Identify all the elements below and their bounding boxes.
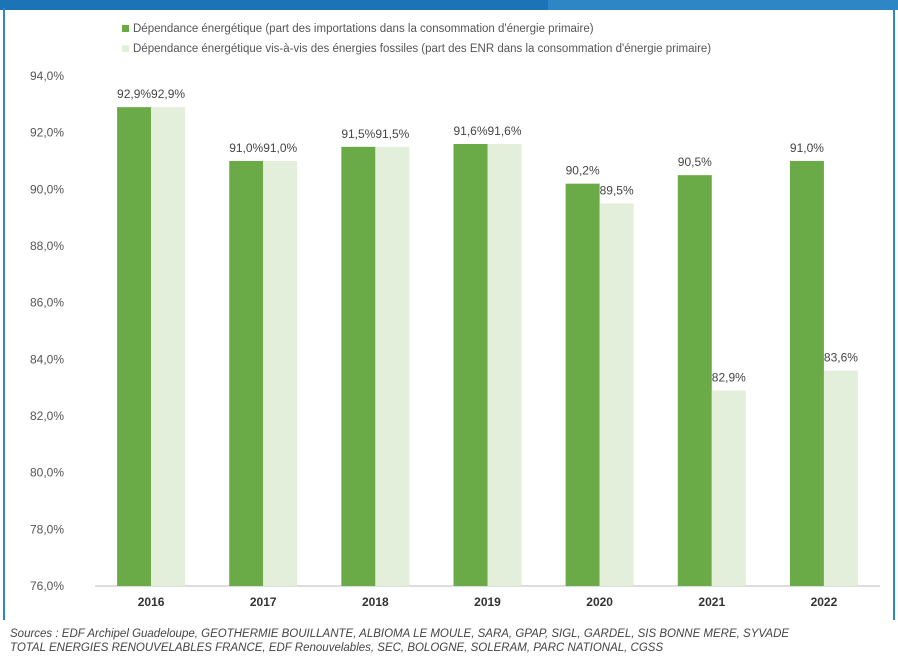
x-tick-label: 2016 (138, 595, 165, 609)
bar-series-2 (263, 161, 298, 586)
bar-series-2 (823, 370, 858, 586)
data-label-series-1: 90,5% (678, 155, 712, 169)
x-tick-label: 2021 (698, 595, 725, 609)
legend-swatch-1 (122, 25, 129, 32)
sources-line-1: Sources : EDF Archipel Guadeloupe, GÉOTH… (10, 628, 790, 640)
x-tick-label: 2018 (362, 595, 389, 609)
bar-series-1 (677, 175, 712, 586)
y-tick-label: 92,0% (30, 126, 64, 140)
y-tick-label: 84,0% (30, 352, 64, 366)
x-tick-label: 2017 (250, 595, 277, 609)
title-banner (0, 0, 898, 10)
data-label-series-1: 90,2% (566, 164, 600, 178)
data-label-series-2: 89,5% (600, 184, 634, 198)
data-label-series-1: 91,0% (229, 141, 263, 155)
data-label-series-2: 92,9% (151, 87, 185, 101)
bar-series-2 (375, 146, 410, 587)
bar-series-1 (341, 146, 376, 587)
y-tick-label: 82,0% (30, 409, 64, 423)
legend-label-2: Dépendance énergétique vis-à-vis des éne… (133, 43, 711, 55)
x-tick-label: 2020 (586, 595, 613, 609)
data-label-series-2: 82,9% (712, 371, 746, 385)
bar-series-2 (151, 107, 186, 587)
data-label-series-1: 91,0% (790, 141, 824, 155)
title-banner-tab (0, 0, 548, 10)
y-tick-label: 94,0% (30, 69, 64, 83)
bar-series-1 (453, 144, 488, 586)
chart-frame (3, 8, 895, 620)
bar-series-2 (711, 390, 746, 586)
data-label-series-1: 91,6% (453, 124, 487, 138)
y-tick-label: 76,0% (30, 579, 64, 593)
legend-label-1: Dépendance énergétique (part des importa… (133, 23, 594, 35)
bar-series-2 (487, 144, 522, 586)
y-tick-label: 80,0% (30, 466, 64, 480)
bar-series-1 (789, 161, 824, 586)
data-label-series-2: 91,6% (487, 124, 521, 138)
y-tick-label: 88,0% (30, 239, 64, 253)
data-label-series-1: 92,9% (117, 87, 151, 101)
data-label-series-1: 91,5% (341, 127, 375, 141)
sources-line-2: TOTAL ÉNERGIES RENOUVELABLES FRANCE, EDF… (10, 642, 664, 654)
bar-series-1 (117, 107, 152, 587)
y-tick-label: 86,0% (30, 296, 64, 310)
y-tick-label: 78,0% (30, 522, 64, 536)
x-tick-label: 2022 (811, 595, 838, 609)
data-label-series-2: 91,5% (375, 127, 409, 141)
y-tick-label: 90,0% (30, 182, 64, 196)
legend-swatch-2 (122, 45, 129, 52)
data-label-series-2: 83,6% (824, 351, 858, 365)
bar-series-1 (565, 183, 600, 586)
x-tick-label: 2019 (474, 595, 501, 609)
bar-series-1 (229, 161, 264, 586)
data-label-series-2: 91,0% (263, 141, 297, 155)
bar-series-2 (599, 203, 634, 586)
